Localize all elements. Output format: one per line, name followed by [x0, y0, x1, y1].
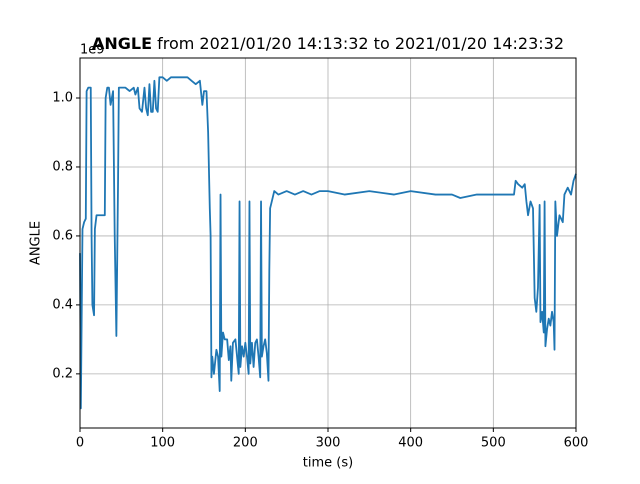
y-tick-label: 0.2	[52, 366, 73, 381]
title-bold: ANGLE	[92, 34, 152, 53]
x-tick-label: 0	[76, 436, 84, 451]
x-tick-label: 200	[233, 436, 258, 451]
data-line	[79, 76, 577, 410]
x-axis-label: time (s)	[303, 456, 353, 471]
chart-title: ANGLE from 2021/01/20 14:13:32 to 2021/0…	[92, 34, 564, 53]
title-rest: from 2021/01/20 14:13:32 to 2021/01/20 1…	[157, 34, 564, 53]
x-tick-label: 400	[398, 436, 423, 451]
y-offset-label: 1e9	[80, 43, 105, 58]
x-tick-label: 300	[316, 436, 341, 451]
y-tick-label: 0.6	[52, 228, 73, 243]
x-tick-label: 100	[150, 436, 175, 451]
plot-frame	[79, 57, 577, 429]
x-tick-label: 600	[564, 436, 589, 451]
y-tick-label: 0.8	[52, 159, 73, 174]
y-tick-label: 1.0	[52, 91, 73, 106]
x-tick-label: 500	[481, 436, 506, 451]
y-axis-label: ANGLE	[29, 221, 44, 265]
y-tick-label: 0.4	[52, 297, 73, 312]
